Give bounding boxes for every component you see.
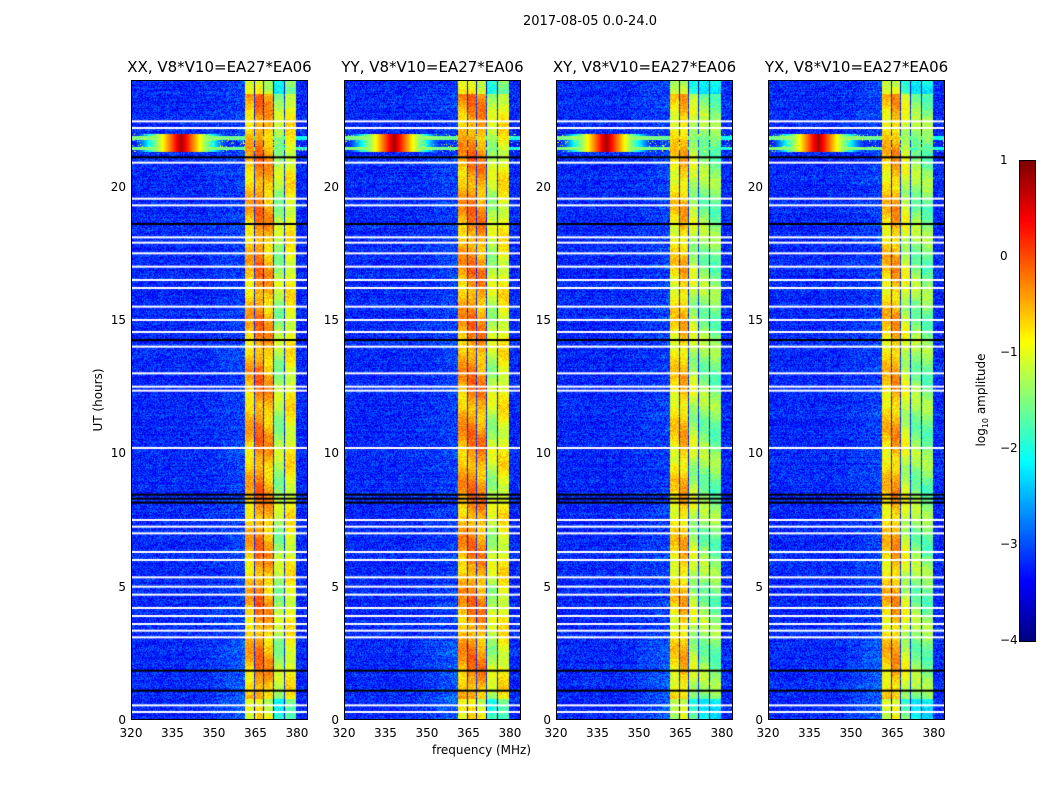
colorbar-tick-label: −2: [1000, 441, 1018, 455]
colorbar-tick-label: 0: [1000, 249, 1008, 263]
y-tick-label: 5: [543, 579, 551, 594]
y-tick-label: 20: [747, 179, 763, 194]
y-tick-label: 20: [535, 179, 551, 194]
y-axis-label: UT (hours): [91, 368, 105, 432]
colorbar-tick-label: 1: [1000, 153, 1008, 167]
y-tick-label: 15: [323, 313, 339, 327]
spectrogram-panel-3: YX, V8*V10=EA27*EA06 320 335 350 365 380 0 5 10 1…: [748, 58, 948, 740]
y-tick-label: 10: [535, 446, 551, 461]
colorbar-tick-label: −4: [1000, 633, 1018, 647]
x-tick-label: 335: [161, 726, 184, 740]
x-tick-label: 350: [415, 726, 439, 740]
colorbar-label: log10 amplitude: [973, 353, 991, 447]
spectrogram-heatmap: [344, 80, 521, 720]
x-tick-label: 365: [881, 726, 904, 740]
axes-frame: [768, 80, 945, 720]
y-tick-label: 15: [110, 313, 126, 327]
colorbar-tick-label: −3: [1000, 537, 1018, 551]
x-tick-label: 380: [285, 726, 309, 740]
x-tick-label: 320: [544, 726, 568, 740]
y-tick-label: 0: [331, 713, 339, 727]
x-tick-label: 350: [839, 726, 863, 740]
x-tick-label: 320: [756, 726, 780, 740]
x-axis-label: frequency (MHz): [432, 743, 532, 757]
x-tick-label: 380: [922, 726, 946, 740]
y-tick-label: 20: [323, 179, 339, 194]
y-tick-label: 5: [755, 579, 763, 594]
y-tick-label: 10: [323, 446, 339, 461]
panel-title: XY, V8*V10=EA27*EA06: [552, 58, 737, 76]
panel-title: XX, V8*V10=EA27*EA06: [127, 58, 312, 76]
x-tick-label: 320: [332, 726, 356, 740]
y-tick-label: 0: [118, 713, 126, 727]
y-tick-label: 0: [543, 713, 551, 727]
x-tick-label: 380: [498, 726, 522, 740]
spectrogram-panel-2: XY, V8*V10=EA27*EA06 320 335 350 365 380 0 5 10 1…: [536, 58, 736, 740]
figure-title: 2017-08-05 0.0-24.0: [523, 14, 657, 29]
y-tick-label: 10: [110, 446, 126, 461]
spectrogram-heatmap: [556, 80, 733, 720]
x-tick-label: 365: [244, 726, 267, 740]
y-tick-label: 0: [755, 713, 763, 727]
colorbar: [1019, 160, 1036, 642]
axes-frame: [131, 80, 308, 720]
spectrogram-heatmap: [768, 80, 945, 720]
spectrogram-panel-1: YY, V8*V10=EA27*EA06 320 335 350 365 380 0 5 10 1…: [324, 58, 524, 740]
y-tick-label: 15: [747, 313, 763, 327]
panel-title: YX, V8*V10=EA27*EA06: [764, 58, 949, 76]
panel-title: YY, V8*V10=EA27*EA06: [341, 58, 524, 76]
y-tick-label: 5: [331, 579, 339, 594]
x-tick-label: 350: [627, 726, 651, 740]
axes-frame: [556, 80, 733, 720]
x-tick-label: 365: [457, 726, 480, 740]
x-tick-label: 380: [710, 726, 734, 740]
spectrogram-heatmap: [131, 80, 308, 720]
spectrogram-panel-0: XX, V8*V10=EA27*EA06 320 335 350 365 380 0 5 10 1…: [111, 58, 312, 740]
colorbar-tick-label: −1: [1000, 345, 1018, 359]
x-tick-label: 335: [374, 726, 397, 740]
y-tick-label: 10: [747, 446, 763, 461]
x-tick-label: 335: [798, 726, 821, 740]
x-tick-label: 350: [202, 726, 226, 740]
x-tick-label: 320: [119, 726, 143, 740]
y-tick-label: 15: [535, 313, 551, 327]
axes-frame: [344, 80, 521, 720]
y-tick-label: 5: [118, 579, 126, 594]
y-tick-label: 20: [110, 179, 126, 194]
x-tick-label: 365: [669, 726, 692, 740]
x-tick-label: 335: [586, 726, 609, 740]
